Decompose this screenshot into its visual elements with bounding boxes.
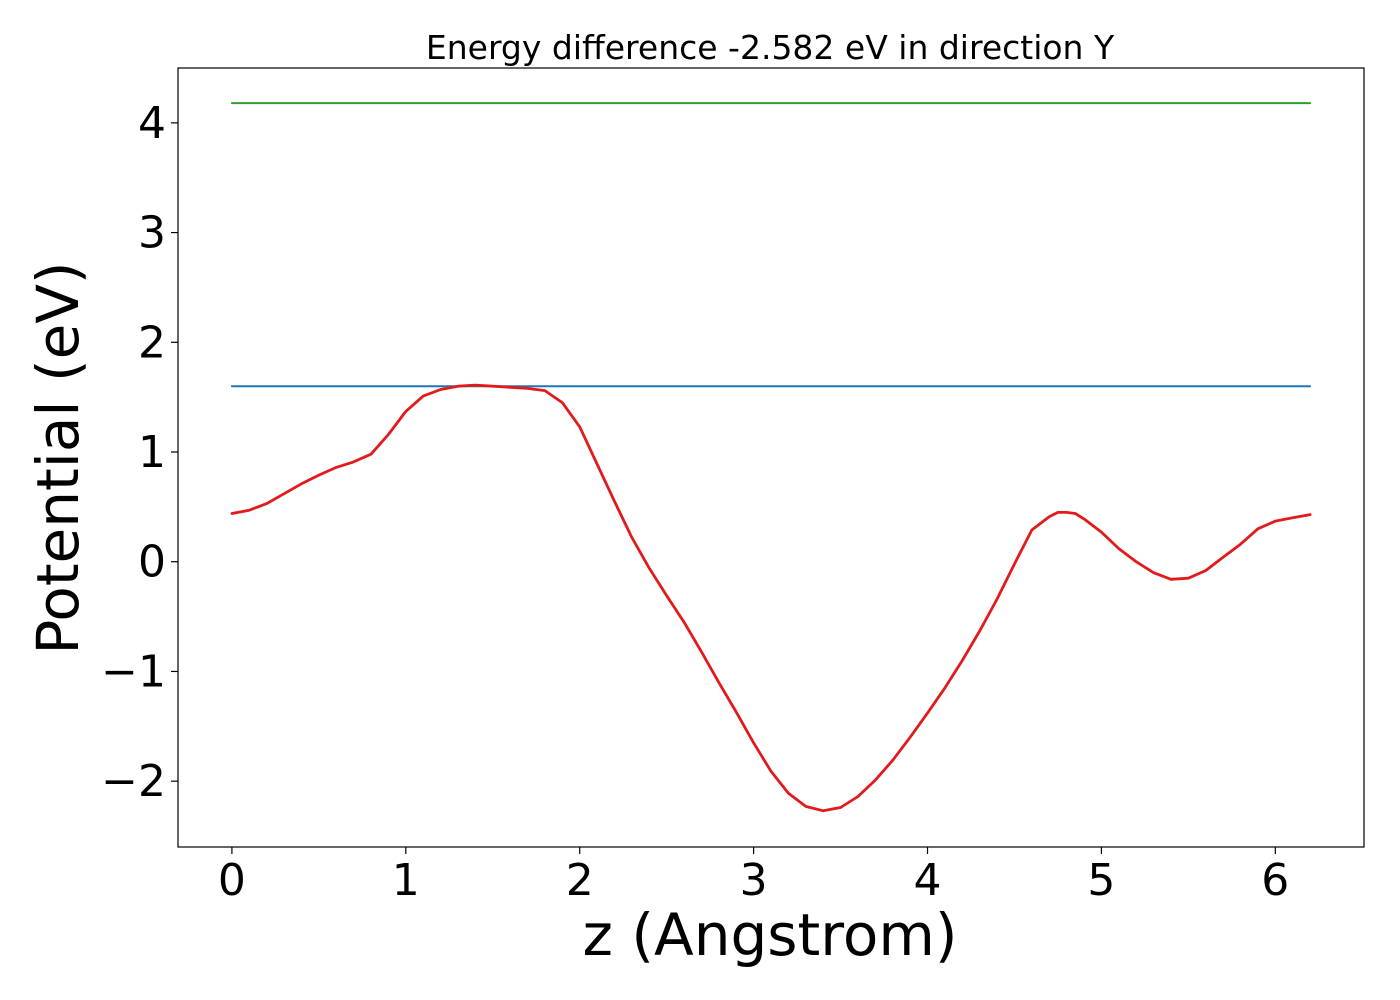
series-layer: [230, 102, 1312, 813]
y-tick-label: 4: [138, 98, 166, 149]
y-ticks: −2 −1 0 1 2 3 4: [101, 98, 178, 807]
x-tick-label: 3: [740, 855, 768, 906]
chart-title: Energy difference -2.582 eV in direction…: [426, 28, 1115, 67]
plot-frame: [177, 67, 1365, 848]
x-axis-title: z (Angstrom): [583, 901, 958, 969]
x-tick-label: 2: [566, 855, 594, 906]
y-tick-label: −1: [101, 646, 166, 697]
x-tick-label: 1: [392, 855, 420, 906]
x-ticks: 0 1 2 3 4 5 6: [218, 847, 1289, 906]
x-tick-label: 0: [218, 855, 246, 906]
x-tick-label: 5: [1087, 855, 1115, 906]
y-tick-label: 3: [138, 208, 166, 259]
series-line-3: [230, 383, 1312, 813]
y-tick-label: 1: [138, 427, 166, 478]
y-tick-label: −2: [101, 756, 166, 807]
x-tick-label: 6: [1261, 855, 1289, 906]
y-tick-label: 0: [138, 537, 166, 588]
y-axis-title: Potential (eV): [24, 261, 92, 654]
x-tick-label: 4: [914, 855, 942, 906]
y-tick-label: 2: [138, 317, 166, 368]
